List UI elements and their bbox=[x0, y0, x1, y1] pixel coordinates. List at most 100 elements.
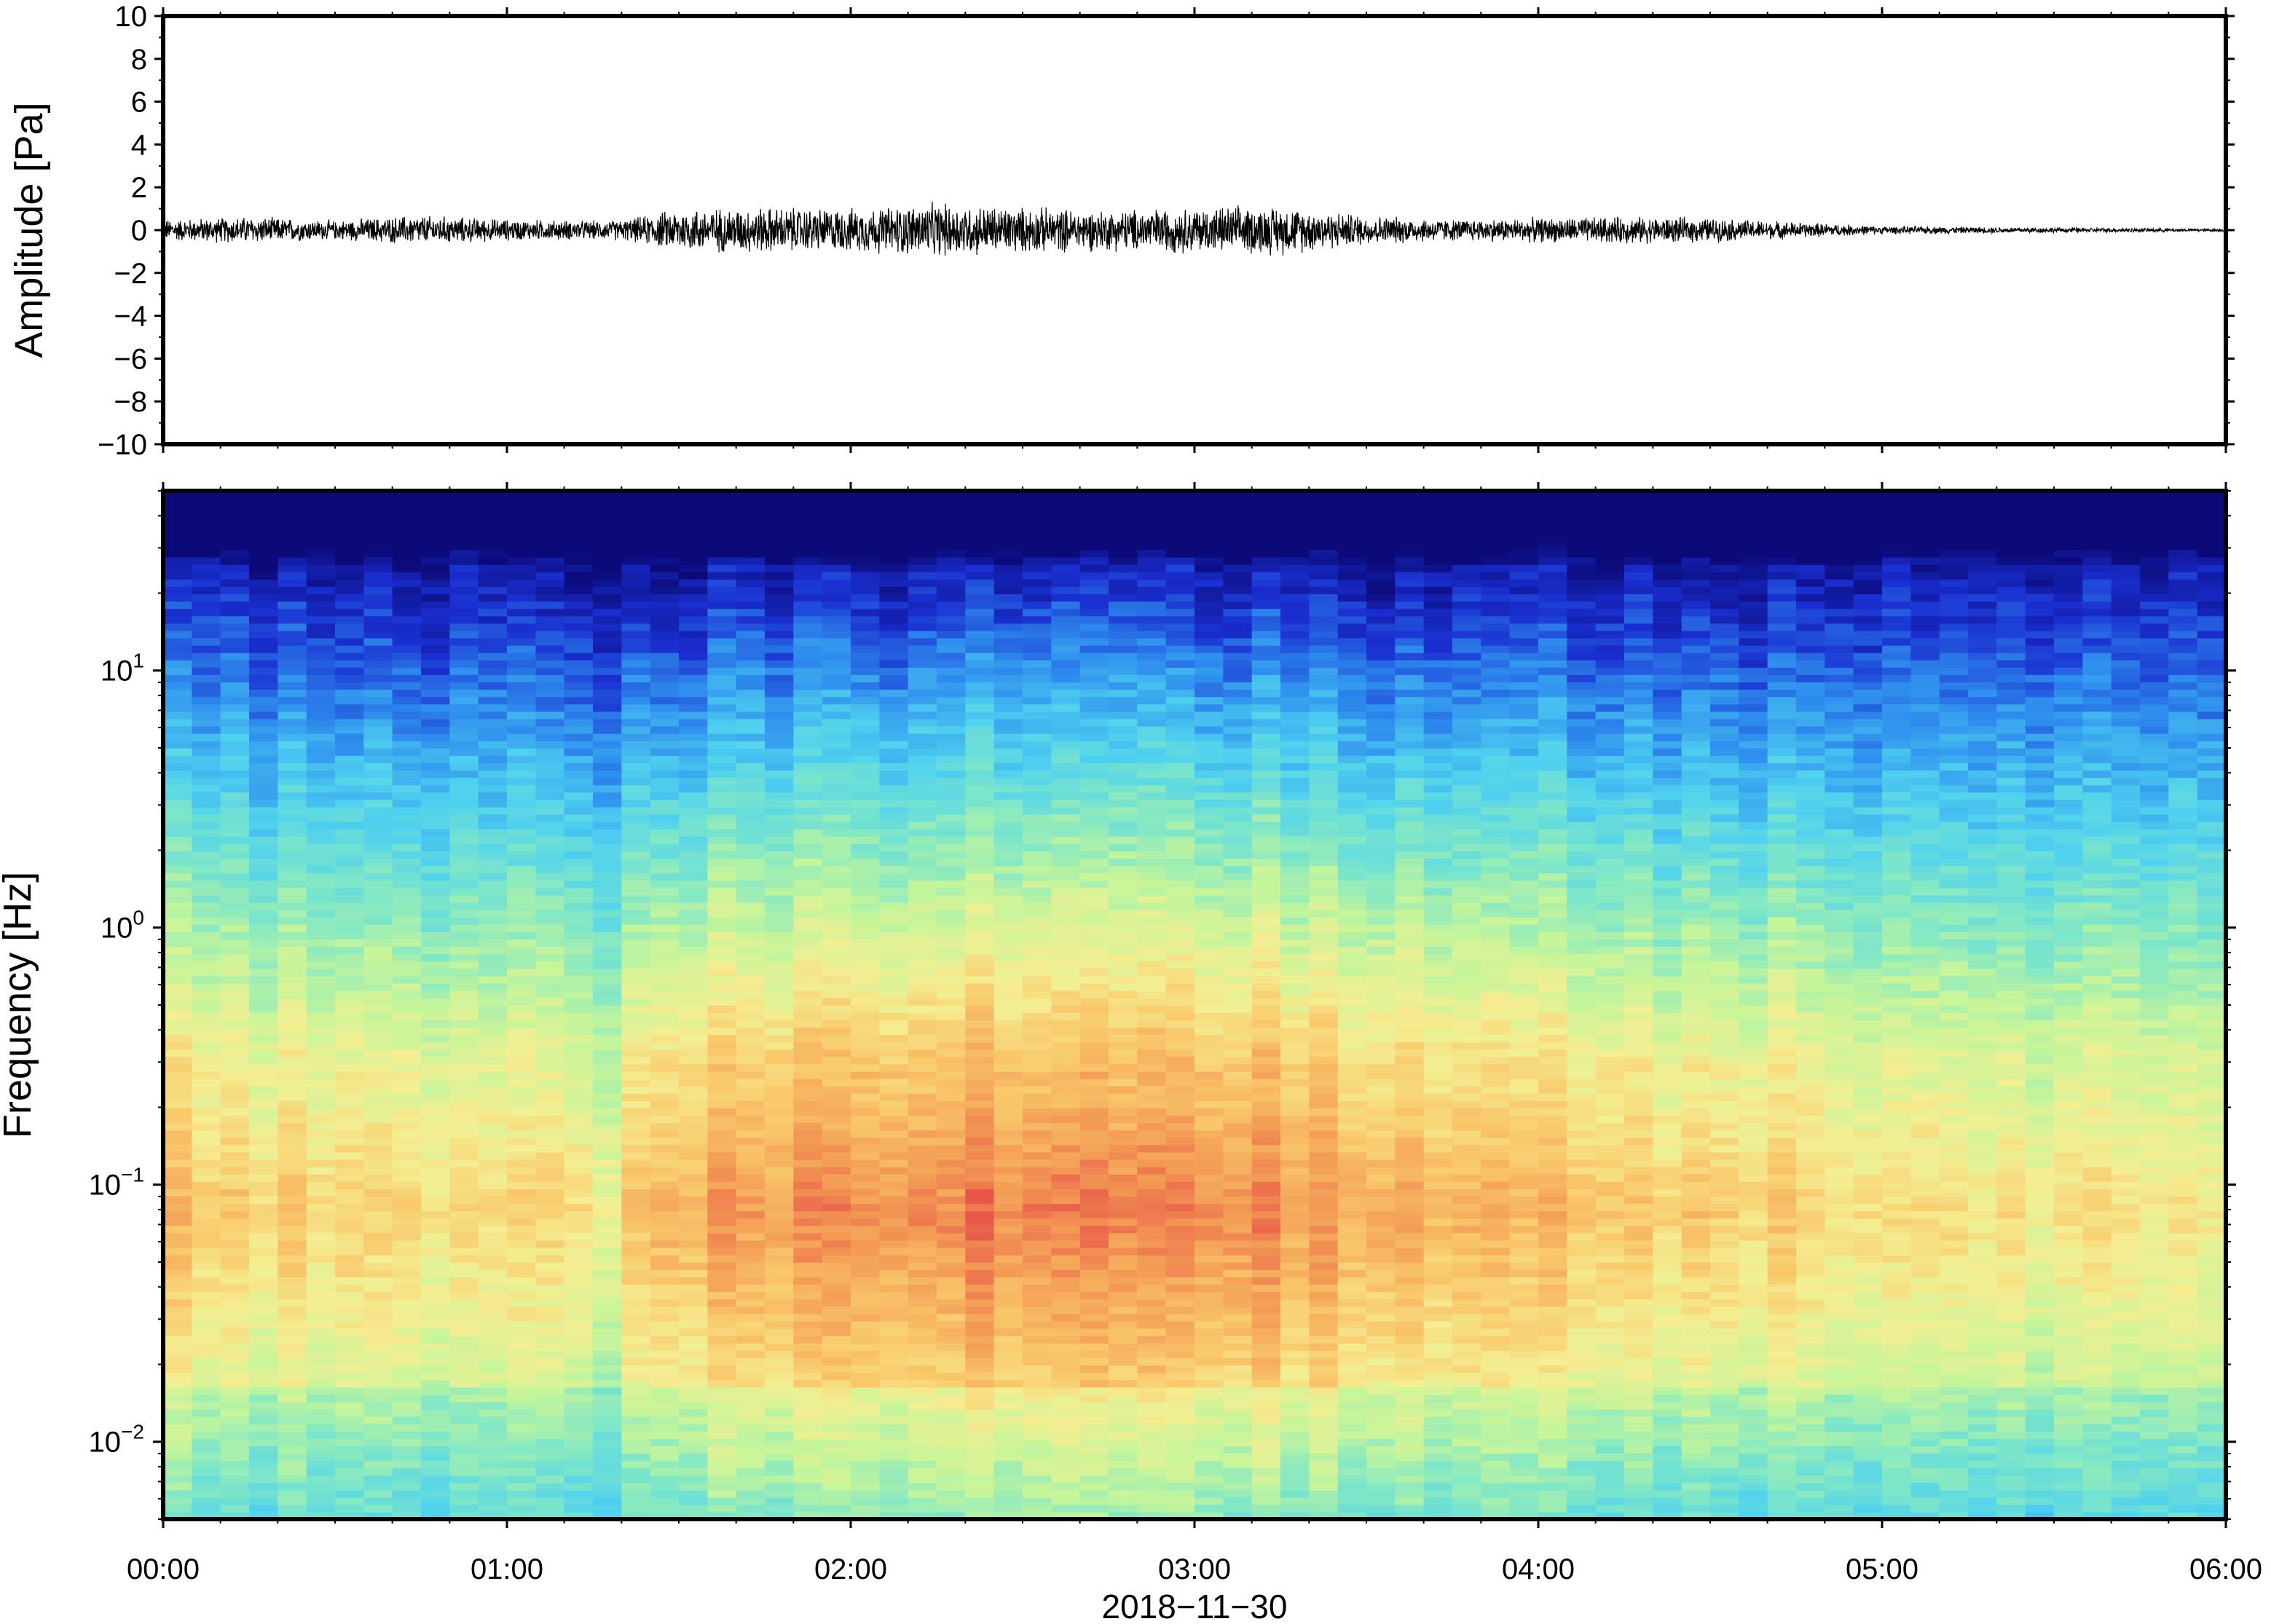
spectrogram-cell bbox=[679, 931, 709, 940]
spectrogram-cell bbox=[507, 1430, 537, 1439]
spectrogram-cell bbox=[564, 1475, 594, 1483]
spectrogram-cell bbox=[1079, 784, 1109, 793]
spectrogram-cell bbox=[220, 1365, 250, 1373]
spectrogram-cell bbox=[249, 733, 279, 741]
spectrogram-cell bbox=[851, 1394, 881, 1403]
spectrogram-cell bbox=[1079, 880, 1109, 888]
spectrogram-cell bbox=[650, 498, 680, 506]
spectrogram-cell bbox=[278, 711, 307, 720]
spectrogram-cell bbox=[363, 961, 393, 969]
spectrogram-cell bbox=[593, 836, 623, 844]
spectrogram-cell bbox=[478, 733, 508, 741]
spectrogram-cell bbox=[220, 1298, 250, 1307]
spectrogram-cell bbox=[965, 1306, 995, 1314]
spectrogram-cell bbox=[793, 1196, 823, 1205]
spectrogram-cell bbox=[249, 821, 279, 829]
spectrogram-cell bbox=[478, 939, 508, 947]
spectrogram-cell bbox=[650, 1115, 680, 1124]
spectrogram-cell bbox=[879, 1005, 909, 1013]
spectrogram-cell bbox=[965, 836, 995, 844]
spectrogram-cell bbox=[679, 1122, 709, 1131]
spectrogram-cell bbox=[593, 939, 623, 947]
spectrogram-cell bbox=[449, 902, 479, 910]
spectrogram-cell bbox=[1023, 1108, 1052, 1116]
spectrogram-cell bbox=[220, 1291, 250, 1300]
spectrogram-cell bbox=[363, 1071, 393, 1079]
spectrogram-cell bbox=[278, 1027, 307, 1036]
spectrogram-cell bbox=[822, 887, 851, 896]
spectrogram-cell bbox=[793, 990, 823, 998]
spectrogram-cell bbox=[449, 784, 479, 793]
spectrogram-cell bbox=[707, 1093, 737, 1101]
spectrogram-cell bbox=[736, 880, 765, 888]
spectrogram-cell bbox=[278, 1181, 307, 1189]
spectrogram-cell bbox=[793, 1350, 823, 1358]
spectrogram-cell bbox=[249, 784, 279, 793]
spectrogram-cell bbox=[736, 806, 765, 815]
spectrogram-cell bbox=[535, 630, 565, 639]
spectrogram-cell bbox=[707, 740, 737, 749]
spectrogram-cell bbox=[392, 667, 422, 675]
spectrogram-cell bbox=[1079, 586, 1109, 594]
spectrogram-cell bbox=[679, 615, 709, 624]
spectrogram-cell bbox=[535, 939, 565, 947]
spectrogram-cell bbox=[1137, 1063, 1167, 1072]
spectrogram-cell bbox=[908, 1027, 937, 1036]
spectrogram-cell bbox=[937, 740, 967, 749]
spectrogram-cell bbox=[1079, 1482, 1109, 1491]
spectrogram-cell bbox=[908, 615, 937, 624]
spectrogram-cell bbox=[335, 527, 365, 536]
spectrogram-cell bbox=[220, 982, 250, 991]
spectrogram-cell bbox=[679, 505, 709, 514]
spectrogram-cell bbox=[335, 792, 365, 800]
spectrogram-cell bbox=[993, 902, 1023, 910]
spectrogram-cell bbox=[965, 851, 995, 859]
spectrogram-cell bbox=[1079, 1342, 1109, 1351]
spectrogram-cell bbox=[392, 755, 422, 763]
spectrogram-cell bbox=[765, 718, 795, 727]
spectrogram-cell bbox=[478, 968, 508, 977]
spectrogram-cell bbox=[908, 1438, 937, 1446]
spectrogram-cell bbox=[908, 1401, 937, 1410]
spectrogram-cell bbox=[1079, 770, 1109, 779]
spectrogram-cell bbox=[220, 777, 250, 786]
spectrogram-cell bbox=[421, 865, 451, 874]
spectrogram-cell bbox=[765, 1430, 795, 1439]
spectrogram-cell bbox=[965, 542, 995, 551]
spectrogram-cell bbox=[908, 1181, 937, 1189]
spectrogram-cell bbox=[1023, 961, 1052, 969]
spectrogram-cell bbox=[765, 1475, 795, 1483]
spectrogram-cell bbox=[707, 601, 737, 610]
spectrogram-cell bbox=[679, 571, 709, 580]
spectrogram-cell bbox=[564, 792, 594, 800]
spectrogram-cell bbox=[793, 1063, 823, 1072]
spectrogram-cell bbox=[593, 725, 623, 734]
spectrogram-cell bbox=[163, 843, 193, 851]
spectrogram-cell bbox=[679, 564, 709, 572]
spectrogram-cell bbox=[851, 1063, 881, 1072]
spectrogram-cell bbox=[278, 777, 307, 786]
spectrogram-cell bbox=[220, 1475, 250, 1483]
spectrogram-cell bbox=[507, 1291, 537, 1300]
spectrogram-cell bbox=[278, 703, 307, 712]
spectrogram-cell bbox=[965, 1189, 995, 1197]
spectrogram-cell bbox=[192, 894, 221, 903]
spectrogram-cell bbox=[621, 1320, 651, 1329]
spectrogram-cell bbox=[650, 1144, 680, 1153]
spectrogram-cell bbox=[965, 1284, 995, 1293]
spectrogram-cell bbox=[421, 843, 451, 851]
spectrogram-cell bbox=[650, 784, 680, 793]
spectrogram-cell bbox=[421, 1335, 451, 1344]
spectrogram-cell bbox=[449, 1387, 479, 1395]
spectrogram-cell bbox=[621, 615, 651, 624]
spectrogram-cell bbox=[1137, 1342, 1167, 1351]
spectrogram-cell bbox=[879, 872, 909, 881]
spectrogram-cell bbox=[593, 1203, 623, 1212]
spectrogram-cell bbox=[507, 725, 537, 734]
spectrogram-cell bbox=[650, 1320, 680, 1329]
spectrogram-cell bbox=[392, 498, 422, 506]
spectrogram-cell bbox=[937, 674, 967, 683]
spectrogram-cell bbox=[707, 1012, 737, 1020]
spectrogram-cell bbox=[679, 637, 709, 646]
spectrogram-cell bbox=[392, 843, 422, 851]
